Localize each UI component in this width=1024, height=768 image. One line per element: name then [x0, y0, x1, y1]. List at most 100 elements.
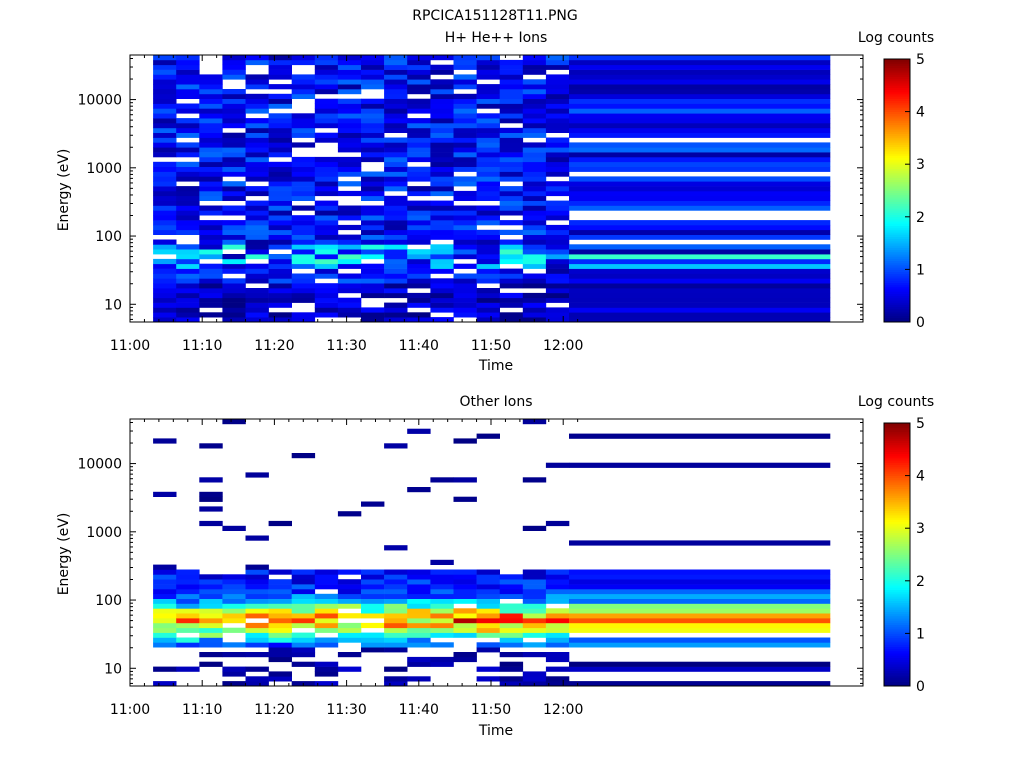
heatmap-cell	[153, 181, 177, 187]
colorbar-step	[884, 313, 910, 316]
heatmap-cell	[199, 220, 223, 226]
heatmap-cell	[430, 200, 454, 206]
heatmap-cell	[361, 613, 385, 619]
heatmap-cell	[453, 283, 477, 289]
heatmap-cell	[199, 239, 223, 245]
heatmap-cell	[569, 118, 831, 124]
heatmap-cell	[384, 632, 408, 638]
heatmap-cell	[453, 593, 477, 599]
heatmap-cell	[245, 613, 269, 619]
heatmap-cell	[153, 278, 177, 284]
heatmap-cell	[153, 307, 177, 313]
colorbar-step	[884, 151, 910, 154]
heatmap-cell	[337, 588, 362, 595]
colorbar-step	[884, 251, 910, 255]
heatmap-cell	[430, 137, 454, 143]
heatmap-cell	[569, 292, 831, 299]
heatmap-cell	[499, 584, 524, 590]
heatmap-cell	[407, 186, 431, 192]
heatmap-cell	[337, 652, 362, 658]
heatmap-cell	[569, 205, 831, 211]
heatmap-cell	[153, 137, 177, 143]
heatmap-cell	[476, 618, 500, 624]
heatmap-cell	[476, 210, 500, 216]
heatmap-cell	[245, 312, 269, 318]
colorbar-step	[884, 550, 910, 553]
heatmap-cell	[384, 288, 408, 294]
heatmap-cell	[407, 278, 431, 284]
heatmap-cell	[199, 273, 223, 279]
heatmap-cell	[337, 123, 362, 129]
heatmap-cell	[176, 307, 200, 313]
heatmap-cell	[569, 598, 831, 604]
heatmap-cell	[430, 317, 454, 323]
heatmap-cell	[476, 113, 500, 119]
heatmap-cell	[384, 93, 408, 99]
heatmap-cell	[291, 127, 316, 133]
heatmap-cell	[291, 632, 316, 638]
heatmap-cell	[407, 118, 431, 124]
heatmap-cell	[522, 598, 547, 604]
heatmap-cell	[499, 176, 524, 182]
heatmap-cell	[199, 205, 223, 211]
heatmap-cell	[268, 268, 292, 274]
heatmap-cell	[453, 181, 477, 187]
heatmap-cell	[545, 273, 570, 279]
heatmap-cell	[361, 647, 385, 653]
heatmap-cell	[268, 103, 292, 109]
heatmap-cell	[522, 579, 547, 585]
heatmap-cell	[384, 622, 408, 629]
colorbar-step	[884, 534, 910, 538]
heatmap-cell	[476, 598, 500, 604]
heatmap-cell	[569, 288, 831, 294]
colorbar-step	[884, 286, 910, 290]
heatmap-cell	[545, 161, 570, 167]
heatmap-cell	[384, 79, 408, 85]
heatmap-cell	[384, 55, 408, 61]
heatmap-cell	[569, 127, 831, 133]
heatmap-cell	[245, 190, 269, 197]
heatmap-cell	[199, 118, 223, 124]
heatmap-cell	[153, 603, 177, 609]
heatmap-cell	[153, 681, 177, 687]
heatmap-cell	[430, 161, 454, 167]
heatmap-cell	[569, 433, 831, 439]
heatmap-cell	[291, 297, 316, 303]
heatmap-cell	[384, 598, 408, 604]
heatmap-cell	[199, 496, 223, 502]
colorbar-step	[884, 589, 910, 593]
colorbar-step	[884, 164, 910, 167]
heatmap-cell	[222, 598, 246, 604]
heatmap-cell	[476, 186, 500, 192]
heatmap-cell	[545, 297, 570, 303]
heatmap-cell	[384, 584, 408, 590]
colorbar-step	[884, 558, 910, 562]
colorbar-step	[884, 267, 910, 270]
heatmap-cell	[337, 98, 362, 104]
colorbar-step	[884, 455, 910, 459]
colorbar-tick-label: 5	[916, 416, 925, 432]
heatmap-cell	[569, 59, 831, 66]
colorbar-step	[884, 591, 910, 595]
heatmap-cell	[199, 579, 223, 585]
heatmap-cell	[453, 127, 477, 133]
heatmap-cell	[545, 89, 570, 95]
heatmap-cell	[384, 254, 408, 260]
heatmap-cell	[569, 584, 831, 590]
heatmap-cell	[291, 453, 316, 459]
heatmap-cell	[476, 132, 500, 138]
colorbar-step	[884, 675, 910, 678]
heatmap-cell	[361, 288, 385, 294]
heatmap-cell	[569, 307, 831, 313]
heatmap-cell	[176, 613, 200, 619]
heatmap-cell	[153, 302, 177, 308]
heatmap-cell	[499, 147, 524, 153]
colorbar-step	[884, 471, 910, 474]
heatmap-cell	[569, 176, 831, 182]
heatmap-cell	[268, 283, 292, 289]
heatmap-cell	[522, 608, 547, 614]
heatmap-cell	[476, 666, 500, 672]
heatmap-cell	[337, 569, 362, 575]
heatmap-cell	[545, 268, 570, 274]
heatmap-cell	[268, 618, 292, 624]
